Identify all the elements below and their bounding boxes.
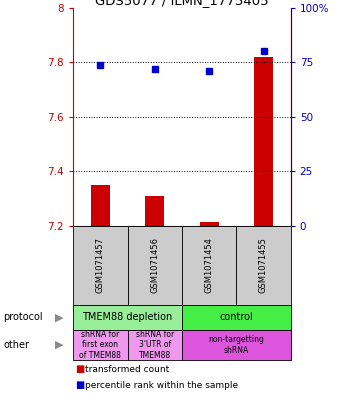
Bar: [182, 305, 291, 330]
Bar: [73, 226, 128, 305]
Text: shRNA for
first exon
of TMEM88: shRNA for first exon of TMEM88: [79, 330, 121, 360]
Text: percentile rank within the sample: percentile rank within the sample: [85, 381, 238, 389]
Text: GSM1071457: GSM1071457: [96, 237, 105, 293]
Text: TMEM88 depletion: TMEM88 depletion: [82, 312, 173, 322]
Bar: [182, 330, 291, 360]
Text: GSM1071454: GSM1071454: [205, 237, 214, 293]
Text: other: other: [3, 340, 29, 350]
Bar: [254, 57, 273, 226]
Text: protocol: protocol: [3, 312, 43, 322]
Text: shRNA for
3'UTR of
TMEM88: shRNA for 3'UTR of TMEM88: [136, 330, 174, 360]
Bar: [200, 222, 219, 226]
Bar: [128, 226, 182, 305]
Text: control: control: [219, 312, 253, 322]
Text: ▶: ▶: [55, 340, 64, 350]
Title: GDS5077 / ILMN_1775405: GDS5077 / ILMN_1775405: [95, 0, 269, 7]
Text: transformed count: transformed count: [85, 365, 169, 374]
Bar: [145, 196, 164, 226]
Bar: [91, 185, 110, 226]
Text: ■: ■: [75, 364, 84, 375]
Bar: [182, 226, 236, 305]
Text: ■: ■: [75, 380, 84, 390]
Text: non-targetting
shRNA: non-targetting shRNA: [208, 335, 264, 354]
Text: GSM1071456: GSM1071456: [150, 237, 159, 293]
Bar: [73, 330, 128, 360]
Text: GSM1071455: GSM1071455: [259, 237, 268, 293]
Bar: [236, 226, 291, 305]
Bar: [128, 330, 182, 360]
Text: ▶: ▶: [55, 312, 64, 322]
Bar: [73, 305, 182, 330]
